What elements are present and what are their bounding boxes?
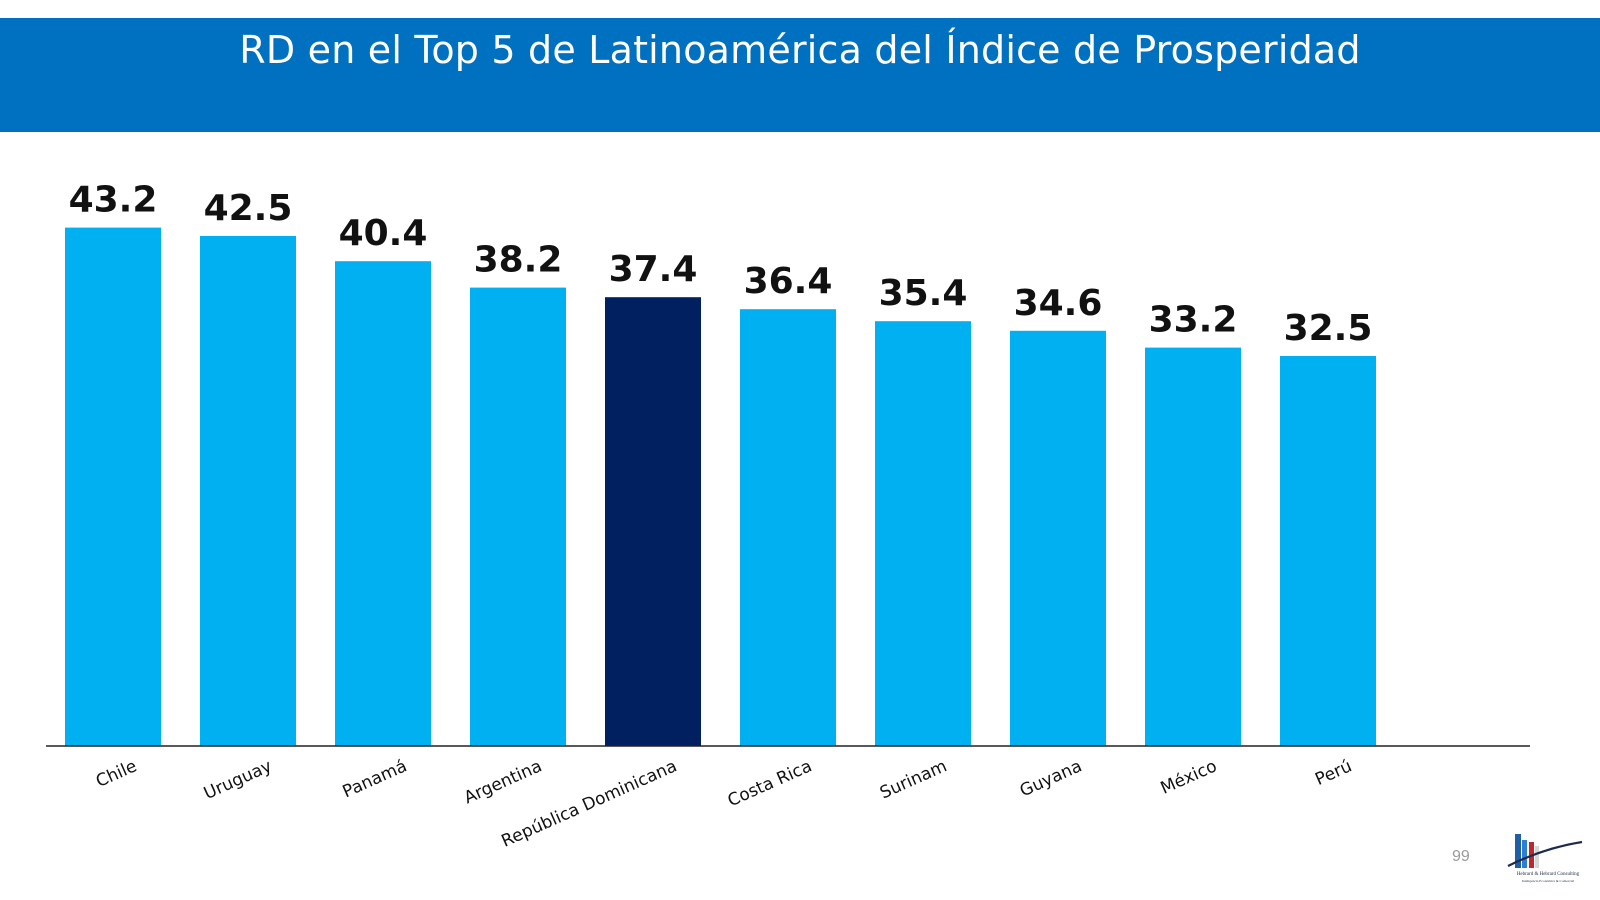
category-label-uruguay: Uruguay	[201, 756, 275, 804]
value-label-peru: 32.5	[1284, 308, 1373, 349]
value-label-uruguay: 42.5	[204, 188, 293, 229]
category-label-panama: Panamá	[340, 756, 410, 802]
page-number: 99	[1452, 848, 1470, 865]
bar-guyana	[1010, 330, 1106, 746]
value-labels-layer: 43.2 42.5 40.4 38.2 37.4 36.4 35.4 34.6 33.2 32.5	[69, 180, 1373, 349]
value-label-chile: 43.2	[69, 180, 158, 221]
logo-name: Hebrard & Hebrard Consulting	[1516, 872, 1580, 877]
value-label-costa-rica: 36.4	[744, 261, 833, 302]
value-label-surinam: 35.4	[879, 273, 968, 314]
bar-uruguay	[200, 236, 296, 746]
bar-republica-dominicana	[605, 297, 701, 746]
building-logo-icon	[1507, 834, 1583, 868]
title-banner	[0, 18, 1600, 132]
bar-chile	[65, 227, 161, 747]
value-label-argentina: 38.2	[474, 240, 563, 281]
bar-peru	[1280, 356, 1376, 746]
category-label-surinam: Surinam	[877, 756, 950, 803]
bar-argentina	[470, 287, 566, 746]
value-label-mexico: 33.2	[1149, 300, 1238, 341]
category-label-peru: Perú	[1312, 756, 1355, 790]
slide-title: RD en el Top 5 de Latinoamérica del Índi…	[239, 28, 1361, 72]
bar-costa-rica	[740, 309, 836, 746]
category-label-costa-rica: Costa Rica	[725, 756, 815, 811]
bar-surinam	[875, 321, 971, 746]
bar-mexico	[1145, 347, 1241, 746]
category-label-argentina: Argentina	[461, 756, 545, 808]
company-logo: Hebrard & Hebrard Consulting Inteligenci…	[1500, 828, 1596, 890]
value-label-guyana: 34.6	[1014, 283, 1103, 324]
category-label-mexico: México	[1158, 756, 1220, 798]
category-label-guyana: Guyana	[1017, 756, 1085, 801]
value-label-republica-dominicana: 37.4	[609, 249, 698, 290]
value-label-panama: 40.4	[339, 213, 428, 254]
logo-tagline: Inteligencia Económica & Comercial	[1521, 879, 1575, 883]
category-label-chile: Chile	[93, 756, 140, 792]
bar-panama	[335, 261, 431, 746]
bars-layer	[65, 227, 1376, 747]
